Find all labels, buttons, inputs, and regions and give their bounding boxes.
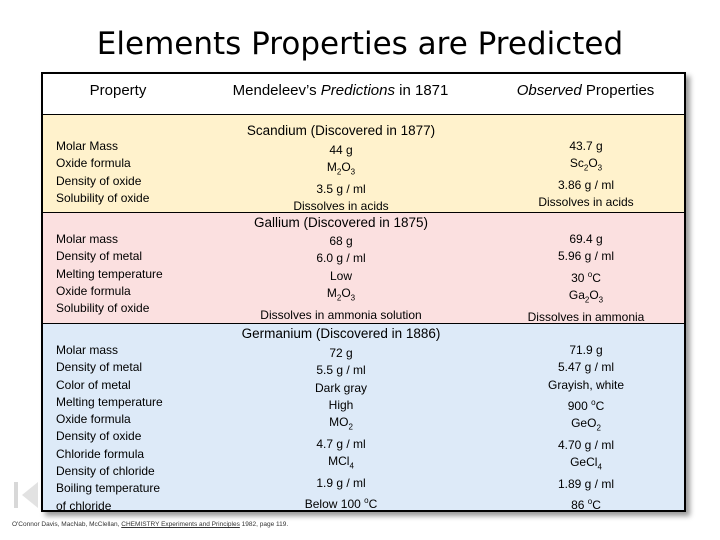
observed-value: 900 oC xyxy=(567,397,605,413)
observed-value: Sc2O3 xyxy=(569,156,603,173)
property-label: Color of metal xyxy=(56,377,131,392)
observed-value: Ga2O3 xyxy=(568,287,604,305)
back-to-start-icon[interactable] xyxy=(14,482,46,508)
observed-value: Dissolves in ammonia xyxy=(527,309,645,324)
observed-value: 5.47 g / ml xyxy=(557,360,615,375)
property-label: Density of chloride xyxy=(56,464,155,479)
property-label: Density of oxide xyxy=(56,429,142,444)
predicted-value: Dark gray xyxy=(314,380,367,395)
property-label: Density of metal xyxy=(56,360,143,375)
observed-value: 69.4 g xyxy=(569,232,603,246)
observed-list-scandium: 43.7 g Sc2O3 3.86 g / ml Dissolves in acids xyxy=(503,138,669,212)
observed-value: Dissolves in acids xyxy=(538,195,634,210)
property-label: Molar mass xyxy=(56,343,119,357)
property-label: Molar mass xyxy=(56,232,119,246)
property-label: Molar Mass xyxy=(56,139,119,153)
observed-value: 5.96 g / ml xyxy=(557,249,615,264)
section-germanium: Germanium (Discovered in 1886) Molar mas… xyxy=(43,323,684,513)
property-list-germanium: Molar mass Density of metal Color of metal… xyxy=(56,342,163,515)
predicted-value: 6.0 g / ml xyxy=(316,251,366,266)
observed-value: 30 oC xyxy=(571,269,601,285)
property-label: Melting temperature xyxy=(56,394,163,409)
property-label: of chloride xyxy=(56,498,112,513)
predicted-value: M2O3 xyxy=(326,160,356,177)
observed-value: 71.9 g xyxy=(569,343,603,357)
predicted-value: Below 100 oC xyxy=(304,496,378,512)
property-label: Oxide formula xyxy=(56,412,131,427)
predicted-value: 44 g xyxy=(329,143,353,157)
predicted-value: M2O3 xyxy=(326,285,356,303)
property-label: Solubility of oxide xyxy=(56,190,150,205)
property-label: Solubility of oxide xyxy=(56,301,150,316)
predicted-value: MCl4 xyxy=(328,454,354,471)
property-list-gallium: Molar mass Density of metal Melting temper… xyxy=(56,231,163,317)
predicted-value: 1.9 g / ml xyxy=(316,475,366,490)
predicted-list-germanium: 72 g 5.5 g / ml Dark gray High MO2 4.7 g / ml… xyxy=(231,345,451,513)
header-predictions: Mendeleev’s Predictions in 1871 xyxy=(232,82,449,99)
predicted-value: Dissolves in acids xyxy=(293,199,389,214)
table-header: Property Mendeleev’s Predictions in 1871… xyxy=(43,74,684,114)
property-label: Density of metal xyxy=(56,249,143,264)
observed-value: 1.89 g / ml xyxy=(557,476,615,491)
header-property: Property xyxy=(89,82,147,99)
predicted-value: Low xyxy=(329,268,352,283)
properties-table: Property Mendeleev’s Predictions in 1871… xyxy=(41,72,686,513)
predicted-value: High xyxy=(328,397,354,412)
source-citation: O'Connor Davis, MacNab, McClellan, CHEMI… xyxy=(12,521,289,528)
header-observed: Observed Properties xyxy=(516,82,655,99)
section-title-scandium: Scandium (Discovered in 1877) xyxy=(246,123,436,138)
property-list-scandium: Molar Mass Oxide formula Density of oxide S… xyxy=(56,138,149,207)
predicted-value: 3.5 g / ml xyxy=(316,181,366,196)
slide-title: Elements Properties are Predicted xyxy=(96,26,624,62)
property-label: Oxide formula xyxy=(56,156,131,171)
predicted-list-gallium: 68 g 6.0 g / ml Low M2O3 Dissolves in ammoni… xyxy=(231,233,451,324)
section-gallium: Gallium (Discovered in 1875) Molar mass D… xyxy=(43,212,684,326)
predicted-value: 4.7 g / ml xyxy=(316,436,366,451)
property-label: Oxide formula xyxy=(56,283,131,298)
observed-value: GeCl4 xyxy=(570,455,602,472)
predicted-value: 5.5 g / ml xyxy=(316,363,366,378)
predicted-value: 72 g xyxy=(329,346,353,360)
observed-value: Grayish, white xyxy=(547,377,625,392)
property-label: Melting temperature xyxy=(56,266,163,281)
property-label: Chloride formula xyxy=(56,446,145,461)
predicted-list-scandium: 44 g M2O3 3.5 g / ml Dissolves in acids xyxy=(231,142,451,216)
observed-value: 86 oC xyxy=(571,497,601,513)
predicted-value: 68 g xyxy=(329,234,353,248)
property-label: Density of oxide xyxy=(56,173,142,188)
predicted-value: MO2 xyxy=(329,415,353,432)
section-title-gallium: Gallium (Discovered in 1875) xyxy=(253,215,429,230)
observed-value: 3.86 g / ml xyxy=(557,177,615,192)
observed-value: 43.7 g xyxy=(569,139,603,153)
observed-value: 4.70 g / ml xyxy=(557,437,615,452)
section-scandium: Scandium (Discovered in 1877) Molar Mass… xyxy=(43,114,684,213)
predicted-value: Dissolves in ammonia solution xyxy=(260,307,422,322)
observed-list-gallium: 69.4 g 5.96 g / ml 30 oC Ga2O3 Dissolves in … xyxy=(503,231,669,326)
observed-list-germanium: 71.9 g 5.47 g / ml Grayish, white 900 oC GeO… xyxy=(503,342,669,514)
observed-value: GeO2 xyxy=(571,416,601,433)
section-title-germanium: Germanium (Discovered in 1886) xyxy=(241,326,441,341)
property-label: Boiling temperature xyxy=(56,481,161,496)
